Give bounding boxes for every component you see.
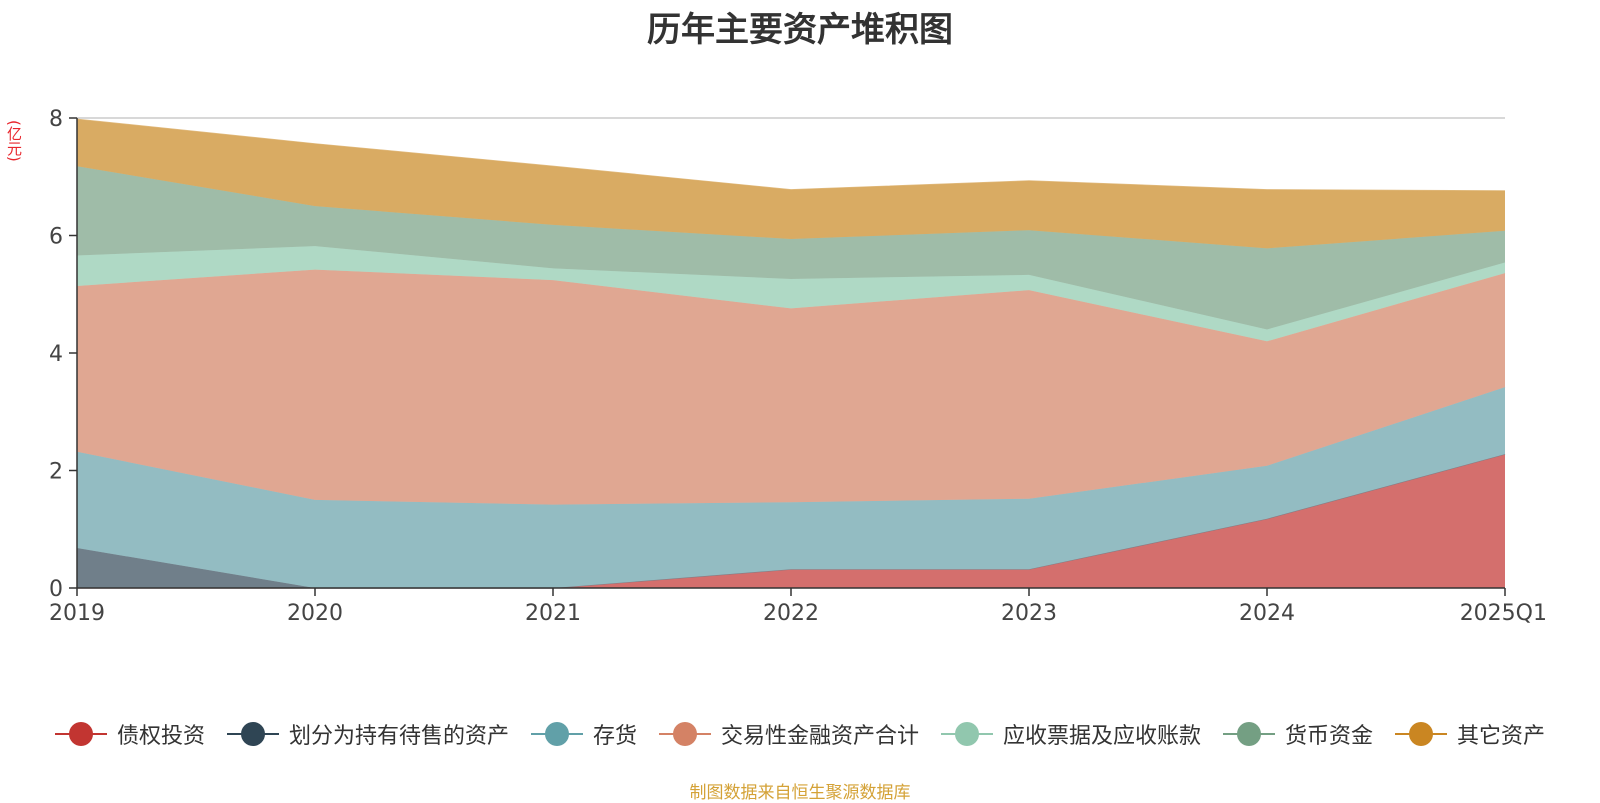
- line-其它资产: [76, 118, 1506, 192]
- area-债权投资: [77, 454, 1505, 588]
- legend-item[interactable]: 划分为持有待售的资产: [226, 718, 509, 750]
- legend-item[interactable]: 其它资产: [1395, 718, 1545, 750]
- x-tick-label: 2025Q1: [1460, 601, 1547, 626]
- legend-symbol-icon: [226, 721, 279, 747]
- area-应收票据及应收账款: [77, 246, 1505, 342]
- legend-label: 债权投资: [116, 724, 205, 749]
- area-其它资产: [77, 119, 1505, 249]
- legend-label: 存货: [592, 724, 637, 749]
- area-货币资金: [77, 166, 1505, 330]
- area-交易性金融资产合计: [77, 269, 1505, 505]
- y-tick-label: 6: [49, 225, 63, 250]
- x-tick-label: 2020: [287, 601, 343, 626]
- legend-symbol-icon: [658, 721, 711, 747]
- legend-label: 货币资金: [1285, 724, 1374, 749]
- chart-title: 历年主要资产堆积图: [647, 10, 953, 50]
- legend-item[interactable]: 应收票据及应收账款: [941, 718, 1201, 750]
- legend-item[interactable]: 存货: [530, 718, 637, 750]
- legend-label: 其它资产: [1457, 724, 1546, 749]
- legend-symbol-icon: [530, 721, 583, 747]
- y-tick-label: 2: [49, 460, 63, 485]
- x-tick-label: 2019: [49, 601, 105, 626]
- source-note: 制图数据来自恒生聚源数据库: [689, 783, 911, 803]
- legend-symbol-icon: [941, 721, 993, 747]
- axes: 0 2 4 6 8 2019 2020 2021 2022 2023 2024 2025Q1: [49, 107, 1547, 626]
- legend: 债权投资 划分为持有待售的资产 存货 交易性金融资产合计 应收票据及应收账款 货币资金 其它…: [0, 718, 1600, 750]
- area-series: [76, 118, 1506, 589]
- x-tick-label: 2024: [1239, 601, 1295, 626]
- area-划分为持有待售的资产: [77, 454, 1505, 588]
- legend-label: 划分为持有待售的资产: [288, 724, 509, 749]
- legend-symbol-icon: [1223, 721, 1276, 747]
- legend-item[interactable]: 债权投资: [54, 718, 205, 750]
- x-tick-label: 2022: [763, 601, 819, 626]
- x-tick-label: 2023: [1001, 601, 1057, 626]
- legend-label: 应收票据及应收账款: [1003, 724, 1202, 749]
- y-tick-label: 0: [49, 577, 63, 602]
- area-存货: [77, 387, 1505, 588]
- legend-item[interactable]: 交易性金融资产合计: [658, 718, 919, 750]
- legend-symbol-icon: [54, 721, 107, 747]
- y-axis-unit-label: (亿元): [5, 120, 23, 162]
- legend-label: 交易性金融资产合计: [720, 724, 919, 749]
- y-tick-label: 8: [49, 107, 63, 132]
- legend-item[interactable]: 货币资金: [1223, 718, 1373, 750]
- legend-symbol-icon: [1395, 721, 1448, 747]
- y-tick-label: 4: [49, 342, 63, 367]
- x-tick-label: 2021: [525, 601, 581, 626]
